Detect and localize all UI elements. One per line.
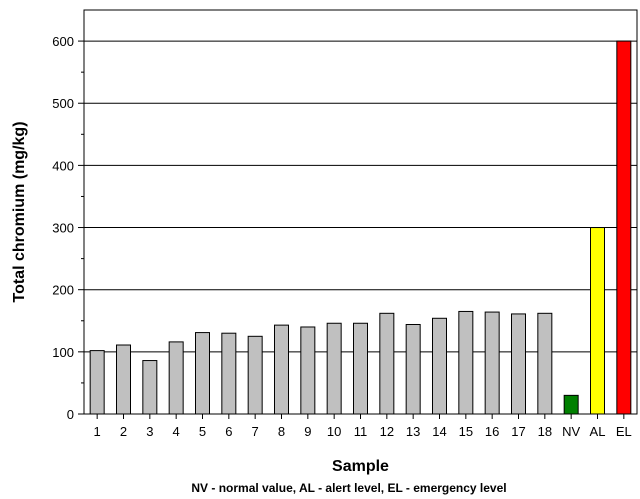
bar-EL — [616, 40, 632, 415]
legend-note: NV - normal value, AL - alert level, EL … — [191, 481, 506, 495]
x-tick-label: AL — [590, 424, 606, 439]
bar-16 — [484, 311, 500, 415]
bar-6 — [221, 332, 237, 415]
x-tick-label: 7 — [252, 424, 259, 439]
bar-5 — [195, 332, 210, 415]
x-tick-label: 3 — [146, 424, 153, 439]
plot-frame — [83, 9, 638, 415]
bar-12 — [379, 312, 395, 415]
x-tick-label: 15 — [459, 424, 473, 439]
y-tick-label: 400 — [52, 158, 74, 173]
x-tick-label: 10 — [327, 424, 341, 439]
bars — [89, 40, 632, 415]
x-axis-title: Sample — [332, 458, 389, 475]
bar-2 — [116, 344, 131, 415]
x-tick-label: 17 — [511, 424, 525, 439]
bar-13 — [405, 323, 421, 415]
y-tick-label: 600 — [52, 34, 74, 49]
bar-3 — [142, 360, 158, 415]
gridlines — [84, 40, 637, 353]
bar-17 — [511, 313, 526, 415]
x-tick-label: 12 — [380, 424, 394, 439]
x-tick-label: NV — [562, 424, 580, 439]
y-tick-label: 100 — [52, 345, 74, 360]
y-tick-label: 200 — [52, 283, 74, 298]
x-tick-label: EL — [616, 424, 632, 439]
x-tick-label: 9 — [304, 424, 311, 439]
bar-8 — [274, 324, 289, 415]
x-tick-label: 14 — [432, 424, 446, 439]
bar-1 — [89, 350, 105, 415]
x-tick-label: 8 — [278, 424, 285, 439]
bar-14 — [432, 317, 447, 415]
bar-4 — [168, 341, 184, 415]
x-axis: 1 2 3 4 5 6 7 8 9 10 11 12 13 14 15 16 17 18 NV AL EL — [94, 414, 632, 439]
y-tick-label: 500 — [52, 96, 74, 111]
y-axis: 0 100 200 300 400 500 600 — [52, 34, 84, 422]
bar-11 — [353, 322, 368, 415]
x-tick-label: 6 — [225, 424, 232, 439]
bar-10 — [326, 322, 342, 415]
y-tick-label: 300 — [52, 221, 74, 236]
bar-7 — [247, 335, 263, 415]
x-tick-label: 16 — [485, 424, 499, 439]
x-tick-label: 13 — [406, 424, 420, 439]
x-tick-label: 1 — [94, 424, 101, 439]
x-tick-label: 5 — [199, 424, 206, 439]
bar-15 — [458, 310, 474, 415]
bar-18 — [537, 312, 553, 415]
x-tick-label: 18 — [538, 424, 552, 439]
y-tick-label: 0 — [67, 407, 74, 422]
x-tick-label: 2 — [120, 424, 127, 439]
bar-AL — [590, 227, 605, 415]
x-tick-label: 11 — [354, 424, 368, 439]
bar-NV — [563, 394, 579, 415]
y-axis-title: Total chromium (mg/kg) — [11, 121, 28, 302]
bar-9 — [300, 326, 316, 415]
x-tick-label: 4 — [173, 424, 180, 439]
